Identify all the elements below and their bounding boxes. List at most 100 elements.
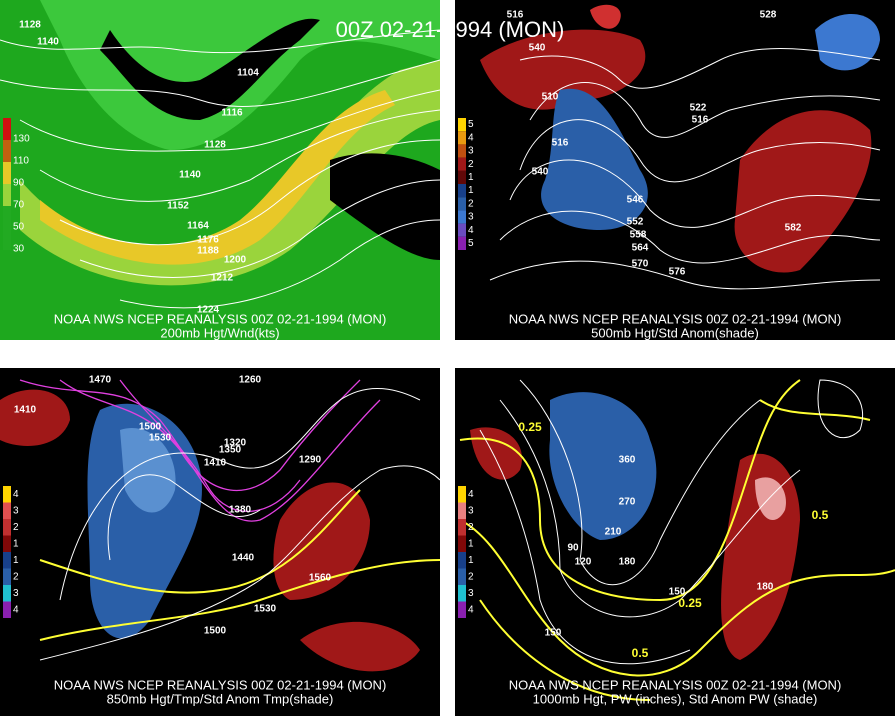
colorbar-step [458, 502, 466, 519]
pw-contour [459, 519, 895, 677]
contour-label: 1260 [239, 375, 262, 386]
contour [107, 474, 261, 561]
contour-label: 528 [760, 10, 777, 21]
contour-label: 1140 [37, 37, 59, 48]
contour-label: 210 [605, 527, 622, 538]
colorbar-label: 2 [468, 571, 474, 582]
positive-anomaly [300, 621, 420, 672]
contour-label: 1530 [254, 604, 277, 615]
colorbar-step [458, 486, 466, 503]
temperature-contour [39, 489, 361, 594]
colorbar-step [458, 157, 466, 171]
contour-label: 558 [630, 230, 647, 241]
contour [519, 48, 881, 89]
contour-label: 0.5 [812, 508, 829, 522]
contour-label: 1560 [309, 573, 332, 584]
pw-contour [479, 599, 651, 701]
contour-label: 1176 [197, 235, 219, 246]
contour-label: 1410 [204, 458, 227, 469]
contour-label: 1128 [19, 20, 41, 31]
contour-label: 1200 [224, 255, 247, 266]
colorbar-label: 110 [13, 156, 29, 167]
contour-label: 180 [757, 582, 774, 593]
colorbar-label: 1 [13, 555, 19, 566]
contour-label: 564 [632, 243, 649, 254]
colorbar-step [3, 118, 11, 140]
colorbar-label: 90 [13, 178, 25, 189]
colorbar-step [3, 502, 11, 519]
contour-label: 1380 [229, 505, 252, 516]
colorbar-step [458, 585, 466, 602]
contour [59, 139, 441, 246]
contour-label: 546 [627, 195, 644, 206]
main-title: 00Z 02-21-1994 (MON) [336, 17, 565, 42]
colorbar-step [3, 535, 11, 552]
contour-label: 570 [632, 259, 649, 270]
contour-label: 1320 [224, 438, 247, 449]
colorbar-step [458, 184, 466, 198]
panel-caption: NOAA NWS NCEP REANALYSIS 00Z 02-21-1994 … [509, 311, 842, 326]
contour [519, 119, 881, 183]
positive-anomaly [273, 482, 370, 600]
colorbar-step [458, 131, 466, 145]
colorbar-step [3, 601, 11, 618]
contour-label: 150 [545, 628, 562, 639]
colorbar-step [458, 552, 466, 569]
contour-label: 1350 [219, 445, 242, 456]
colorbar-label: 1 [468, 555, 474, 566]
colorbar-label: 3 [468, 588, 474, 599]
colorbar-label: 1 [468, 185, 474, 196]
panel-caption: NOAA NWS NCEP REANALYSIS 00Z 02-21-1994 … [54, 311, 387, 326]
panel-500mb: NOAA NWS NCEP REANALYSIS 00Z 02-21-1994 … [455, 0, 895, 340]
contour [119, 219, 441, 309]
contour [39, 465, 441, 661]
contour-label: 522 [690, 103, 707, 114]
contour-label: 1152 [167, 201, 189, 212]
colorbar-label: 2 [468, 159, 474, 170]
panel-subtitle: 200mb Hgt/Wnd(kts) [160, 325, 279, 340]
contour [529, 82, 881, 138]
colorbar-step [3, 140, 11, 162]
contour-label: 1290 [299, 455, 322, 466]
contour [489, 260, 881, 290]
colorbar-label: 4 [468, 604, 474, 615]
colorbar-step [458, 210, 466, 224]
colorbar-label: 4 [468, 132, 474, 143]
colorbar-step [3, 162, 11, 184]
colorbar-step [3, 568, 11, 585]
contour [39, 109, 441, 202]
colorbar-step [458, 601, 466, 618]
contour [479, 429, 691, 665]
contour-label: 120 [575, 557, 592, 568]
contour-label: 510 [542, 92, 559, 103]
temperature-contour [19, 379, 381, 522]
panel-subtitle: 850mb Hgt/Tmp/Std Anom Tmp(shade) [107, 691, 334, 706]
pw-contour [759, 399, 871, 421]
colorbar-label: 4 [468, 225, 474, 236]
colorbar-step [3, 184, 11, 206]
contour [19, 89, 441, 152]
colorbar-step [458, 170, 466, 184]
positive-anomaly [590, 4, 621, 29]
contour [509, 159, 881, 228]
colorbar-label: 4 [13, 604, 19, 615]
contour-label: 1128 [204, 140, 226, 151]
contour-label: 516 [507, 10, 524, 21]
negative-anomaly [541, 88, 648, 231]
colorbar-label: 2 [468, 198, 474, 209]
colorbar-label: 1 [468, 172, 474, 183]
colorbar-label: 2 [468, 522, 474, 533]
colorbar-step [3, 585, 11, 602]
contour [79, 179, 441, 278]
panel-subtitle: 1000mb Hgt, PW (inches), Std Anom PW (sh… [533, 691, 818, 706]
colorbar-step [458, 236, 466, 250]
contour-label: 516 [692, 115, 709, 126]
colorbar-step [3, 552, 11, 569]
colorbar-label: 30 [13, 244, 25, 255]
contour-label: 1212 [211, 273, 234, 284]
contour-label: 1530 [149, 433, 172, 444]
contour [499, 210, 881, 264]
negative-anomaly [815, 13, 880, 71]
temperature-contour [59, 379, 361, 492]
